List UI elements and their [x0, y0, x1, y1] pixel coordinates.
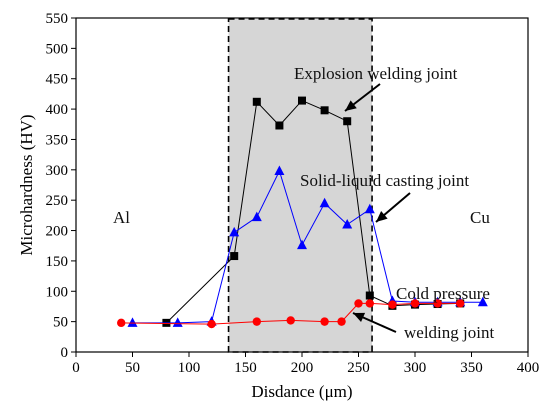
- arrow-explosion-head: [345, 100, 357, 111]
- data-point-square: [275, 121, 284, 130]
- highlight-region: [227, 18, 373, 353]
- y-tick-label: 500: [46, 41, 69, 57]
- data-point-square: [320, 106, 329, 115]
- y-tick-label: 350: [46, 132, 69, 148]
- data-point-square: [365, 291, 374, 300]
- y-axis-title: Microhardness (HV): [17, 114, 36, 255]
- label-al: Al: [113, 208, 130, 227]
- data-point-square: [343, 117, 352, 126]
- data-point-square: [298, 96, 306, 105]
- data-point-triangle: [477, 296, 488, 307]
- y-tick-label: 550: [46, 11, 69, 27]
- data-point-circle: [456, 299, 465, 308]
- x-tick-label: 250: [347, 360, 370, 376]
- data-point-circle: [433, 299, 442, 308]
- data-point-circle: [286, 316, 295, 325]
- data-point-circle: [365, 299, 374, 308]
- data-point-circle: [354, 299, 363, 308]
- x-tick-label: 350: [460, 360, 483, 376]
- y-tick-label: 150: [46, 254, 69, 270]
- y-tick-label: 400: [46, 102, 69, 118]
- data-point-triangle: [229, 226, 240, 237]
- x-tick-label: 400: [517, 360, 540, 376]
- annotation-explosion-welding: Explosion welding joint: [294, 64, 458, 83]
- annotation-solid-liquid-casting: Solid-liquid casting joint: [300, 171, 469, 190]
- data-point-triangle: [251, 211, 262, 222]
- data-point-circle: [252, 317, 261, 326]
- x-tick-label: 0: [72, 360, 80, 376]
- data-point-square: [252, 97, 261, 106]
- data-point-circle: [410, 299, 420, 308]
- data-point-triangle: [364, 203, 375, 214]
- data-point-triangle: [319, 197, 330, 208]
- data-point-square: [230, 252, 239, 261]
- y-tick-label: 450: [46, 72, 69, 88]
- data-point-circle: [337, 317, 346, 326]
- data-point-circle: [388, 300, 397, 309]
- x-tick-label: 50: [125, 360, 140, 376]
- data-point-triangle: [172, 317, 183, 327]
- data-point-circle: [117, 318, 126, 328]
- y-tick-label: 300: [46, 163, 69, 179]
- data-point-triangle: [127, 317, 138, 327]
- y-tick-label: 50: [53, 315, 68, 331]
- data-point-triangle: [274, 165, 285, 176]
- x-tick-label: 100: [178, 360, 201, 376]
- data-point-circle: [207, 319, 216, 329]
- x-axis-title: Disdance (μm): [251, 382, 352, 401]
- arrow-solid-liquid-head: [376, 211, 388, 222]
- arrow-cold-pressure-head: [353, 312, 366, 323]
- x-tick-label: 150: [234, 360, 257, 376]
- y-tick-label: 0: [61, 345, 69, 361]
- x-tick-label: 200: [291, 360, 314, 376]
- x-tick-label: 300: [404, 360, 427, 376]
- data-point-triangle: [297, 239, 307, 250]
- label-cu: Cu: [470, 208, 490, 227]
- data-point-triangle: [342, 218, 353, 229]
- y-tick-label: 100: [46, 284, 69, 300]
- annotation-welding-joint: welding joint: [404, 323, 494, 342]
- data-point-circle: [320, 317, 329, 326]
- annotation-cold-pressure: Cold pressure: [396, 284, 490, 303]
- y-tick-label: 250: [46, 193, 69, 209]
- y-tick-label: 200: [46, 224, 69, 240]
